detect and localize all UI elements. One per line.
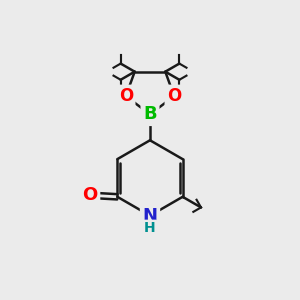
Text: H: H bbox=[144, 221, 156, 235]
Text: O: O bbox=[167, 87, 181, 105]
Text: O: O bbox=[82, 186, 98, 204]
Text: O: O bbox=[119, 87, 133, 105]
Text: B: B bbox=[143, 105, 157, 123]
Text: N: N bbox=[142, 207, 158, 225]
